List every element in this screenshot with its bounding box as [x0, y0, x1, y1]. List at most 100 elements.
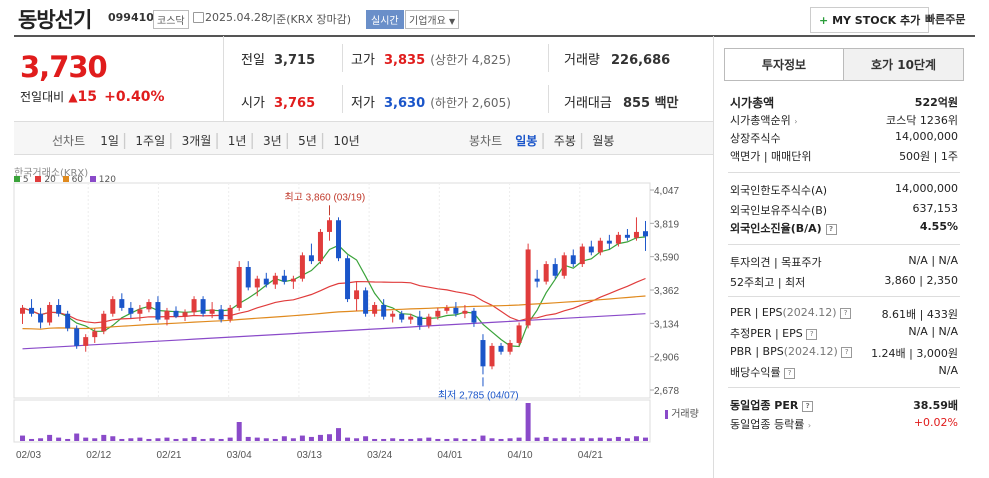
low-price: 저가 3,630 (하한가 2,605) [351, 92, 511, 111]
volume-bar [164, 437, 170, 441]
volume-bar [426, 437, 432, 441]
help-icon[interactable]: ? [840, 307, 852, 319]
candle-body [624, 234, 630, 238]
period-1y[interactable]: 1년 [227, 134, 247, 148]
price-plot-frame [13, 182, 651, 399]
candle-body [435, 310, 441, 317]
candle-body [92, 331, 98, 338]
help-icon[interactable]: ? [806, 328, 818, 340]
candle-body [552, 264, 558, 276]
dividend-row: 배당수익률 ? N/A [730, 364, 958, 380]
foreign-ratio-row: 외국인소진율(B/A) ? 4.55% [730, 220, 958, 236]
legend-ma5: 5 [14, 175, 29, 185]
candle-body [498, 345, 504, 352]
company-overview-button[interactable]: 기업개요 ▼ [405, 10, 460, 29]
volume-bar [200, 438, 206, 441]
candle-body [263, 278, 269, 285]
change-percent: +0.40% [104, 89, 165, 105]
candle-body [272, 275, 278, 285]
x-tick-label: 04/01 [437, 450, 462, 461]
volume-bar [47, 434, 53, 441]
candle-daily[interactable]: 일봉 [515, 134, 538, 148]
shares-value: 14,000,000 [895, 130, 958, 143]
foreign-limit-value: 14,000,000 [895, 182, 958, 195]
open-price: 시가 3,765 [241, 92, 315, 111]
volume-bar [408, 438, 414, 441]
industry-rate-value: +0.02% [913, 416, 958, 429]
candlestick-chart[interactable]: 4,047 3,819 3,590 3,362 3,134 2,906 2,678 02/03… [0, 0, 715, 478]
x-tick-label: 04/21 [578, 450, 603, 461]
candle-body [155, 302, 161, 320]
volume-bar [498, 438, 504, 441]
candle-body [543, 264, 549, 282]
per-date: (2024.12) [782, 306, 837, 319]
week52-row: 52주최고 | 최저 3,860 | 2,350 [730, 274, 958, 290]
volume-bar [471, 438, 477, 441]
candle-body [254, 278, 260, 288]
ma-legend: 5 20 60 120 [14, 175, 116, 185]
volume-bar [381, 438, 387, 441]
y-tick-label: 4,047 [654, 186, 679, 197]
period-3y[interactable]: 3년 [262, 134, 282, 148]
my-stock-label: MY STOCK 추가 [832, 14, 921, 27]
my-stock-button[interactable]: + MY STOCK 추가 [810, 7, 930, 33]
volume-bar [516, 437, 522, 441]
volume-bar [272, 438, 278, 441]
legend-ma120: 120 [89, 175, 116, 185]
low-label: 저가 [351, 96, 375, 111]
period-10y[interactable]: 10년 [333, 134, 360, 148]
candle-body [525, 249, 531, 326]
ma5-line [22, 236, 646, 348]
amount-value: 855 백만 [622, 96, 679, 111]
volume-bar [173, 438, 179, 441]
tab-invest-info[interactable]: 투자정보 [724, 48, 844, 81]
high-label: 고가 [351, 53, 375, 68]
market-cap-rank-label: 시가총액순위 [730, 114, 791, 127]
est-per-label: 추정PER | EPS [730, 327, 803, 340]
shares-row: 상장주식수 14,000,000 [730, 130, 958, 146]
lower-limit: (하한가 2,605) [430, 96, 511, 110]
candle-weekly[interactable]: 주봉 [553, 134, 576, 148]
y-tick-label: 2,906 [654, 353, 679, 364]
dividend-label: 배당수익률 [730, 366, 781, 379]
volume-bar [336, 428, 342, 441]
period-5y[interactable]: 5년 [298, 134, 317, 148]
candle-body [345, 258, 351, 300]
volume-bar [579, 437, 585, 441]
volume-bar [435, 438, 441, 441]
candle-body [534, 278, 540, 282]
market-cap-value: 522억원 [914, 96, 958, 109]
candle-chart-label: 봉차트 [469, 134, 503, 148]
shares-label: 상장주식수 [730, 132, 781, 145]
volume-bar [38, 438, 44, 441]
candle-body [200, 299, 206, 314]
period-1d[interactable]: 1일 [100, 134, 119, 148]
plus-icon: + [819, 14, 829, 27]
help-icon[interactable]: ? [802, 400, 814, 412]
volume-bar [624, 438, 630, 441]
realtime-badge[interactable]: 실시간 [366, 10, 404, 29]
prev-close: 전일 3,715 [241, 49, 315, 68]
trade-amount: 거래대금 855 백만 [564, 92, 679, 111]
line-chart-periods: 선차트 1일 | 1주일 | 3개월 | 1년 | 3년 | 5년 | 10년 [52, 130, 360, 149]
volume-legend: 거래량 [665, 405, 699, 420]
x-tick-label: 03/04 [227, 450, 252, 461]
candle-body [173, 310, 179, 317]
candle-body [56, 304, 62, 314]
help-icon[interactable]: ? [784, 367, 796, 379]
volume-label: 거래량 [564, 53, 600, 68]
quick-order-link[interactable]: 빠른주문 [925, 13, 966, 26]
par-value: 500원 | 1주 [899, 150, 958, 163]
tab-quote10[interactable]: 호가 10단계 [843, 48, 964, 81]
volume-bar [462, 438, 468, 441]
period-1w[interactable]: 1주일 [135, 134, 166, 148]
help-icon[interactable]: ? [825, 223, 837, 235]
volume-bar [245, 436, 251, 441]
candle-body [462, 310, 468, 314]
market-cap-row: 시가총액 522억원 [730, 94, 958, 111]
volume-bar [390, 438, 396, 441]
help-icon[interactable]: ? [841, 346, 853, 358]
candle-monthly[interactable]: 월봉 [592, 134, 615, 148]
week52-label: 52주최고 | 최저 [730, 276, 806, 289]
period-3m[interactable]: 3개월 [181, 134, 212, 148]
